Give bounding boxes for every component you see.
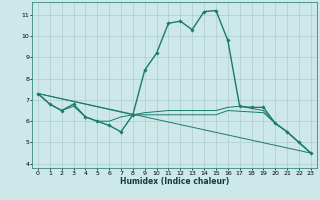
X-axis label: Humidex (Indice chaleur): Humidex (Indice chaleur) [120, 177, 229, 186]
